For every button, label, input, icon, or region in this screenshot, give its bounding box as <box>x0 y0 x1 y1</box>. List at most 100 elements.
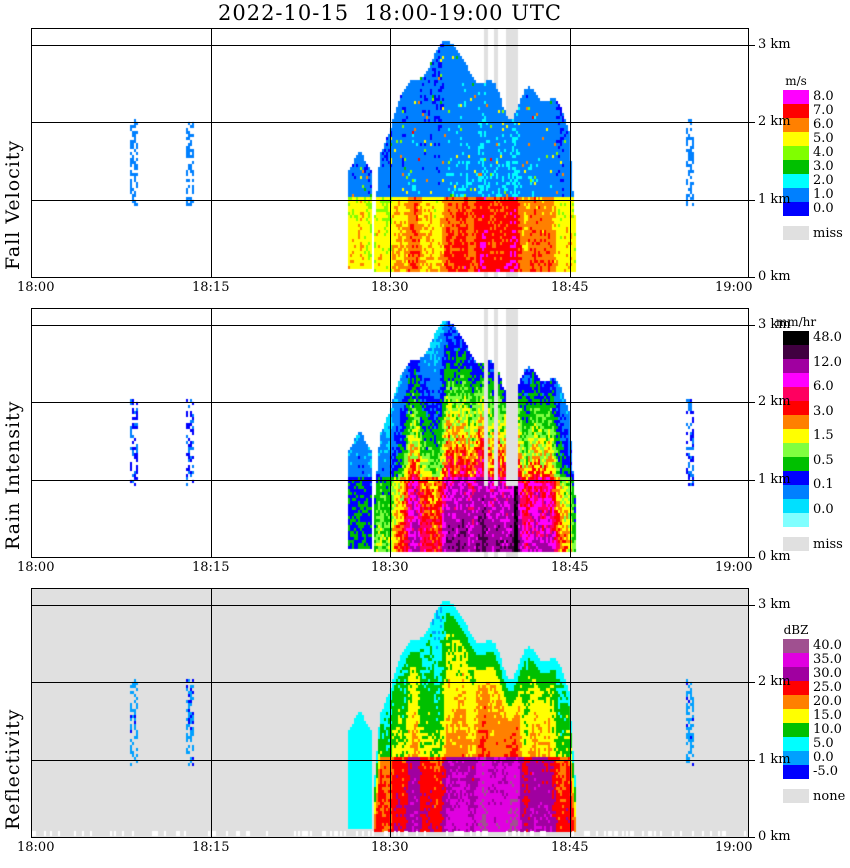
colorbar-swatch <box>783 709 809 723</box>
colorbar-swatch <box>783 415 809 429</box>
y-tickmark <box>749 402 755 403</box>
colorbar-rain-intensity-units: mm/hr <box>775 315 817 329</box>
colorbar-tick-label: 20.0 <box>813 694 842 709</box>
y-axis-tick-label: 2 km <box>758 114 791 129</box>
colorbar-swatch <box>783 723 809 737</box>
colorbar-swatch <box>783 471 809 485</box>
y-tickmark <box>749 325 755 326</box>
colorbar-tick-label: 8.0 <box>813 89 834 104</box>
y-tickmark <box>749 760 755 761</box>
y-axis-tick-label: 0 km <box>758 549 791 564</box>
x-axis-tick-label: 18:15 <box>192 560 230 575</box>
x-axis-tick-label: 18:15 <box>192 280 230 295</box>
y-tickmark <box>749 277 755 278</box>
colorbar-swatch <box>783 499 809 513</box>
colorbar-missing-swatch <box>783 537 809 551</box>
colorbar-tick-label: 3.0 <box>813 404 834 419</box>
y-tickmark <box>749 557 755 558</box>
colorbar-tick-label: 5.0 <box>813 736 834 751</box>
colorbar-swatch <box>783 681 809 695</box>
x-axis-tick-label: 18:45 <box>551 560 589 575</box>
y-axis-tick-label: 1 km <box>758 751 791 767</box>
colorbar-missing-swatch <box>783 226 809 240</box>
gridline-vertical <box>390 308 391 558</box>
y-axis-tick-label: 0 km <box>758 829 791 844</box>
colorbar-swatch <box>783 387 809 401</box>
colorbar-tick-label: 0.0 <box>813 201 834 216</box>
x-axis-tick-label: 18:30 <box>371 560 409 575</box>
figure-title: 2022-10-15 18:00-19:00 UTC <box>217 1 562 25</box>
gridline-vertical <box>211 308 212 558</box>
colorbar-missing-swatch <box>783 789 809 803</box>
colorbar-missing-label: none <box>813 789 846 804</box>
x-axis-tick-label: 18:45 <box>551 280 589 295</box>
x-axis-tick-label: 18:15 <box>192 840 230 855</box>
colorbar-swatch <box>783 751 809 765</box>
colorbar-tick-label: 0.1 <box>813 477 834 492</box>
colorbar-tick-label: 15.0 <box>813 708 842 723</box>
y-axis-tick-label: 2 km <box>758 394 791 409</box>
colorbar-swatch <box>783 485 809 499</box>
colorbar-swatch <box>783 639 809 653</box>
x-axis-tick-label: 18:00 <box>17 280 55 295</box>
colorbar-swatch <box>783 373 809 387</box>
panel-reflectivity-label: Reflectivity <box>2 708 24 830</box>
colorbar-tick-label: 6.0 <box>813 379 834 394</box>
colorbar-swatch <box>783 331 809 345</box>
x-axis-tick-label: 18:30 <box>371 840 409 855</box>
y-tickmark <box>749 122 755 123</box>
colorbar-fall-velocity-units: m/s <box>785 74 807 88</box>
y-axis-tick-label: 3 km <box>758 316 791 332</box>
colorbar-reflectivity-swatches: 40.0 35.0 30.0 25.0 20.0 15.0 10.0 5.0 0.0 -5.0 no… <box>783 639 845 803</box>
colorbar-swatch <box>783 90 809 104</box>
colorbar-tick-label: 40.0 <box>813 638 842 653</box>
colorbar-swatch <box>783 429 809 443</box>
colorbar-tick-label: 10.0 <box>813 722 842 737</box>
y-tickmark <box>749 605 755 606</box>
x-axis-tick-label: 18:00 <box>17 560 55 575</box>
colorbar-tick-label: 30.0 <box>813 666 842 681</box>
gridline-vertical <box>390 28 391 278</box>
colorbar-tick-label: 5.0 <box>813 131 834 146</box>
gridline-vertical <box>570 588 571 838</box>
colorbar-tick-label: 35.0 <box>813 652 842 667</box>
colorbar-tick-label: 0.0 <box>813 502 834 517</box>
y-axis-tick-label: 3 km <box>758 596 791 612</box>
colorbar-swatch <box>783 457 809 471</box>
y-axis-tick-label: 1 km <box>758 471 791 487</box>
colorbar-tick-label: 6.0 <box>813 117 834 132</box>
colorbar-swatch <box>783 359 809 373</box>
x-axis-tick-label: 19:00 <box>715 280 753 295</box>
colorbar-swatch <box>783 737 809 751</box>
colorbar-swatch <box>783 695 809 709</box>
colorbar-swatch <box>783 174 809 188</box>
gridline-vertical <box>390 588 391 838</box>
colorbar-swatch <box>783 513 809 527</box>
colorbar-tick-label: 2.0 <box>813 173 834 188</box>
y-tickmark <box>749 837 755 838</box>
colorbar-tick-label: 4.0 <box>813 145 834 160</box>
colorbar-tick-label: 1.5 <box>813 428 834 443</box>
y-axis-tick-label: 1 km <box>758 191 791 207</box>
x-axis-tick-label: 19:00 <box>715 840 753 855</box>
y-axis-tick-label: 3 km <box>758 36 791 52</box>
colorbar-reflectivity-units: dBZ <box>783 623 809 637</box>
colorbar-missing-label: miss <box>813 537 843 552</box>
colorbar-tick-label: 3.0 <box>813 159 834 174</box>
y-tickmark <box>749 480 755 481</box>
colorbar-tick-label: 0.5 <box>813 453 834 468</box>
colorbar-swatch <box>783 667 809 681</box>
colorbar-swatch <box>783 160 809 174</box>
colorbar-tick-label: -5.0 <box>813 764 839 779</box>
colorbar-swatch <box>783 653 809 667</box>
x-axis-tick-label: 18:30 <box>371 280 409 295</box>
colorbar-rain-intensity-swatches: 48.0 12.0 6.0 3.0 1.5 0.5 0.1 0.0 miss <box>783 331 843 551</box>
colorbar-swatch <box>783 765 809 779</box>
colorbar-tick-label: 48.0 <box>813 330 842 345</box>
colorbar-swatch <box>783 345 809 359</box>
y-axis-tick-label: 0 km <box>758 269 791 284</box>
colorbar-swatch <box>783 443 809 457</box>
colorbar-missing-label: miss <box>813 226 843 241</box>
colorbar-swatch <box>783 118 809 132</box>
